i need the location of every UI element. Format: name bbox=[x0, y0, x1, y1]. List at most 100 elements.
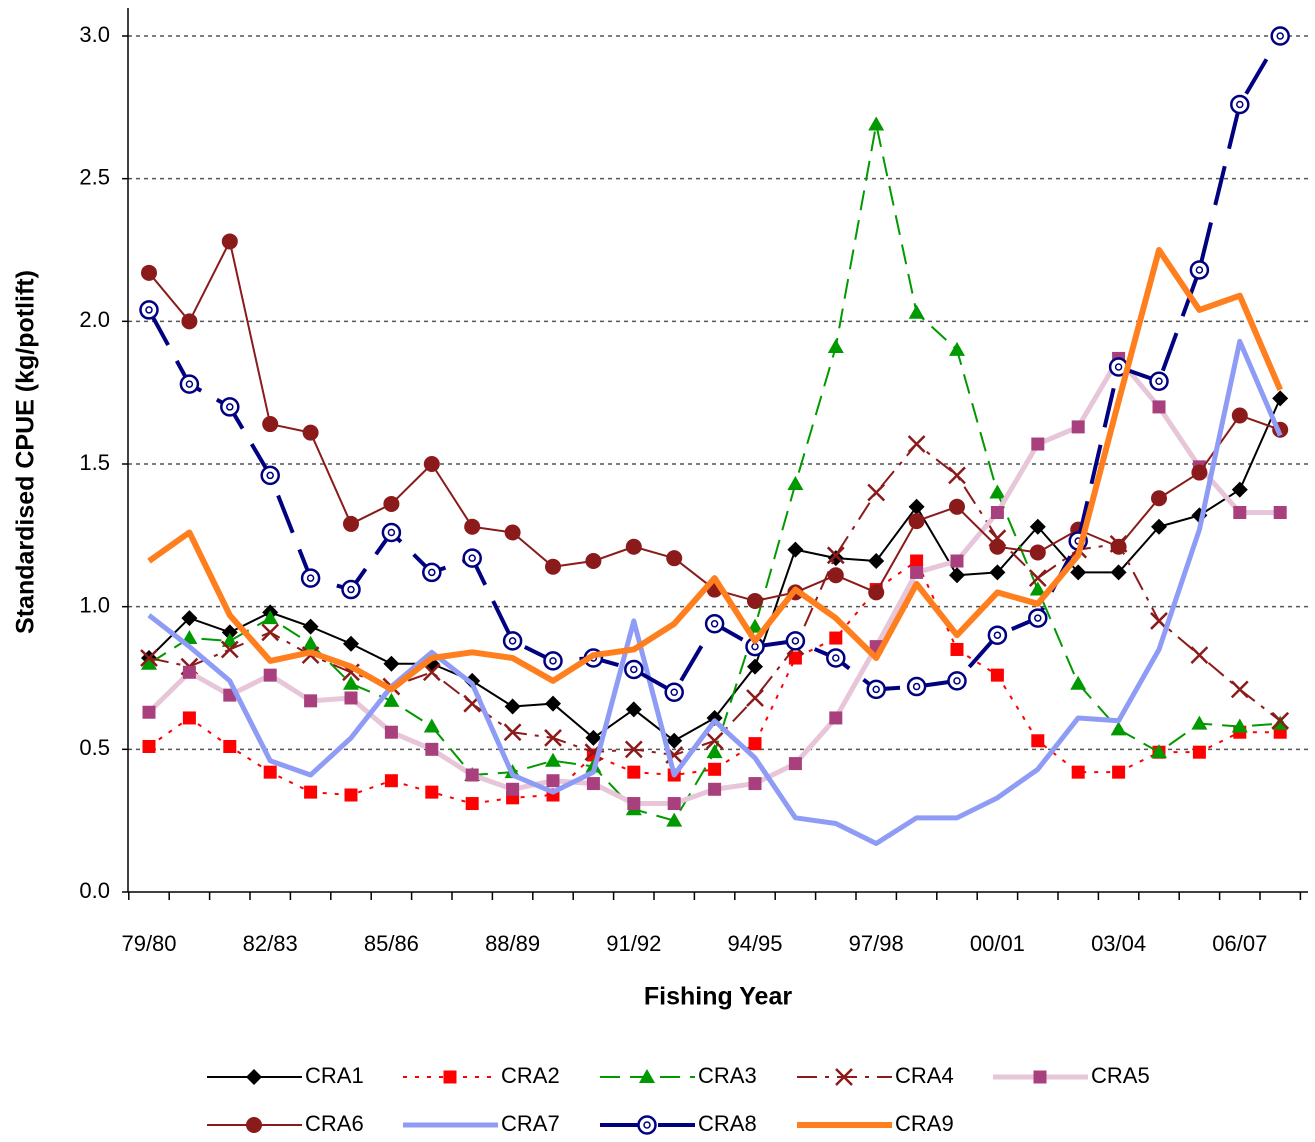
marker bbox=[1029, 544, 1046, 561]
marker bbox=[383, 495, 400, 512]
marker bbox=[262, 416, 279, 433]
marker bbox=[908, 513, 925, 530]
marker bbox=[827, 567, 844, 584]
marker bbox=[829, 631, 843, 645]
marker bbox=[1031, 437, 1045, 451]
marker-dot bbox=[993, 631, 1002, 639]
marker bbox=[708, 782, 722, 796]
marker bbox=[1112, 765, 1126, 779]
legend-label: CRA9 bbox=[895, 1111, 954, 1136]
x-tick-label: 97/98 bbox=[849, 931, 904, 956]
marker bbox=[465, 797, 479, 811]
marker bbox=[140, 649, 158, 667]
marker bbox=[666, 812, 683, 827]
marker-dot bbox=[1034, 614, 1042, 622]
marker bbox=[627, 765, 641, 779]
marker bbox=[302, 618, 319, 635]
marker bbox=[950, 642, 964, 656]
x-tick-label: 79/80 bbox=[121, 931, 176, 956]
x-tick-label: 00/01 bbox=[970, 931, 1025, 956]
legend-label: CRA5 bbox=[1091, 1063, 1150, 1088]
marker bbox=[1070, 564, 1087, 581]
marker bbox=[262, 610, 279, 625]
legend-item: CRA3 bbox=[600, 1063, 757, 1088]
marker bbox=[1031, 734, 1045, 748]
marker bbox=[423, 456, 440, 472]
marker bbox=[1191, 715, 1208, 730]
marker bbox=[788, 651, 802, 665]
marker bbox=[422, 663, 441, 682]
marker bbox=[246, 1069, 262, 1085]
marker bbox=[585, 729, 602, 746]
y-tick-label: 2.0 bbox=[79, 307, 110, 332]
marker bbox=[787, 541, 804, 558]
marker bbox=[182, 665, 196, 679]
marker bbox=[1033, 1070, 1047, 1084]
marker-dot bbox=[1276, 32, 1284, 40]
marker bbox=[1029, 518, 1046, 535]
marker bbox=[1230, 680, 1249, 699]
marker bbox=[950, 554, 964, 568]
marker bbox=[142, 705, 156, 719]
marker bbox=[987, 625, 1008, 645]
marker bbox=[343, 675, 359, 690]
marker bbox=[546, 774, 560, 788]
marker-dot bbox=[1114, 363, 1123, 371]
marker bbox=[1270, 26, 1290, 46]
series bbox=[139, 26, 1290, 703]
marker bbox=[705, 731, 724, 750]
legend-label: CRA3 bbox=[698, 1063, 757, 1088]
marker bbox=[1110, 564, 1127, 581]
legend-item: CRA8 bbox=[600, 1111, 757, 1136]
marker bbox=[220, 640, 239, 659]
legend-item: CRA4 bbox=[797, 1063, 954, 1088]
marker bbox=[464, 518, 481, 535]
marker bbox=[142, 739, 156, 753]
marker bbox=[502, 631, 523, 651]
marker bbox=[624, 659, 644, 680]
x-tick-label: 03/04 bbox=[1091, 931, 1146, 956]
marker bbox=[788, 757, 802, 771]
marker bbox=[246, 1117, 262, 1133]
marker bbox=[1151, 490, 1167, 507]
marker bbox=[302, 635, 319, 650]
marker bbox=[990, 506, 1004, 520]
marker-dot bbox=[266, 471, 274, 480]
series bbox=[147, 338, 1283, 846]
marker bbox=[867, 483, 886, 502]
marker bbox=[868, 553, 885, 570]
marker bbox=[787, 475, 804, 490]
line bbox=[148, 443, 1281, 757]
marker bbox=[182, 711, 196, 725]
marker bbox=[503, 723, 522, 742]
legend-item: CRA7 bbox=[403, 1111, 560, 1136]
marker bbox=[748, 777, 762, 791]
marker bbox=[344, 788, 358, 802]
marker bbox=[625, 538, 642, 555]
marker bbox=[221, 233, 238, 250]
marker bbox=[826, 648, 846, 668]
marker bbox=[1191, 464, 1208, 481]
marker bbox=[625, 701, 642, 718]
marker-dot bbox=[549, 657, 557, 665]
marker bbox=[1273, 506, 1287, 520]
legend-label: CRA8 bbox=[698, 1111, 757, 1136]
marker-dot bbox=[912, 682, 921, 691]
marker bbox=[666, 550, 683, 567]
marker-dot bbox=[226, 403, 234, 411]
marker-dot bbox=[347, 585, 355, 594]
x-tick-label: 91/92 bbox=[606, 931, 661, 956]
marker bbox=[990, 668, 1004, 682]
marker bbox=[1110, 721, 1127, 736]
marker bbox=[1071, 420, 1085, 434]
marker bbox=[1271, 711, 1290, 730]
marker bbox=[384, 725, 398, 739]
marker bbox=[504, 524, 521, 541]
marker bbox=[664, 682, 684, 703]
marker bbox=[383, 655, 400, 672]
marker bbox=[179, 374, 200, 394]
marker bbox=[1152, 400, 1166, 414]
series bbox=[141, 390, 1289, 749]
marker bbox=[425, 785, 439, 799]
marker bbox=[425, 742, 439, 756]
